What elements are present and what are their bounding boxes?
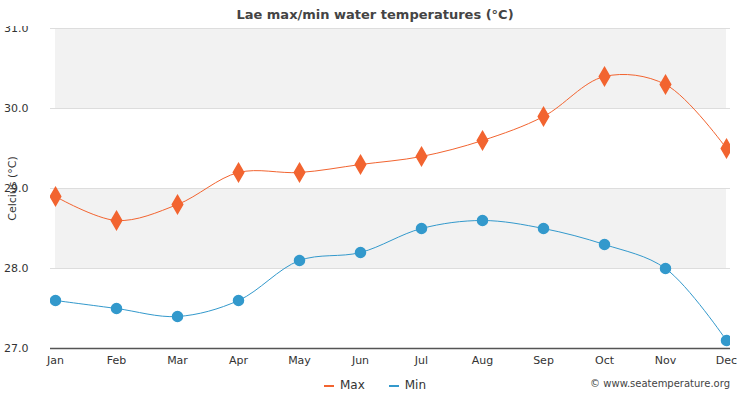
svg-text:Jun: Jun xyxy=(351,354,369,367)
svg-text:27.0: 27.0 xyxy=(4,342,29,355)
svg-text:Jan: Jan xyxy=(46,354,64,367)
svg-text:Aug: Aug xyxy=(472,354,493,367)
svg-text:May: May xyxy=(288,354,311,367)
html-text:Min: Min xyxy=(404,378,426,392)
svg-text:Celcius (°C): Celcius (°C) xyxy=(6,156,19,221)
svg-text:Nov: Nov xyxy=(655,354,677,367)
svg-text:28.0: 28.0 xyxy=(4,262,29,275)
svg-text:Dec: Dec xyxy=(716,354,737,367)
html-text:© www.seatemperature.org: © www.seatemperature.org xyxy=(590,378,730,389)
svg-text:Apr: Apr xyxy=(229,354,249,367)
svg-text:31.0: 31.0 xyxy=(4,26,29,35)
svg-text:Mar: Mar xyxy=(167,354,188,367)
svg-text:Oct: Oct xyxy=(595,354,615,367)
html-text:Lae max/min water temperatures: Lae max/min water temperatures (°C) xyxy=(236,7,514,22)
html-text:Max: Max xyxy=(339,378,365,392)
svg-text:Feb: Feb xyxy=(107,354,126,367)
svg-text:30.0: 30.0 xyxy=(4,102,29,115)
svg-text:Sep: Sep xyxy=(533,354,554,367)
svg-text:Jul: Jul xyxy=(414,354,428,367)
